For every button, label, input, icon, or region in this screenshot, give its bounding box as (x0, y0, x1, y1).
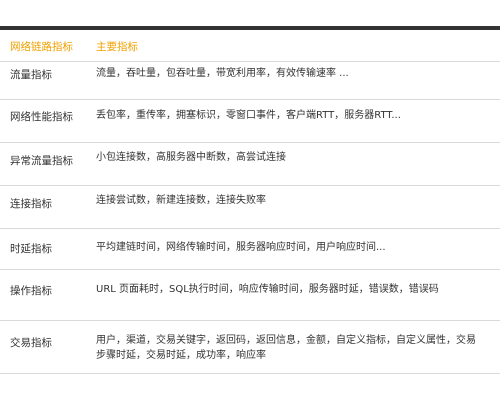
row-desc: 丢包率，重传率，拥塞标识，零窗口事件，客户端RTT，服务器RTT... (96, 108, 480, 123)
row-desc: 连接尝试数，新建连接数，连接失败率 (96, 193, 480, 208)
row-desc: URL 页面耗时，SQL执行时间，响应传输时间，服务器时延，错误数，错误码 (96, 282, 480, 297)
row-name: 网络性能指标 (10, 110, 90, 124)
row-name: 交易指标 (10, 336, 90, 350)
table-header-row: 网络链路指标 主要指标 (0, 30, 500, 62)
table-row: 操作指标 URL 页面耗时，SQL执行时间，响应传输时间，服务器时延，错误数，错… (0, 270, 500, 321)
row-name: 时延指标 (10, 242, 90, 256)
table-row: 连接指标 连接尝试数，新建连接数，连接失败率 (0, 186, 500, 229)
row-desc: 用户，渠道，交易关键字，返回码，返回信息，金额，自定义指标，自定义属性，交易步骤… (96, 333, 480, 363)
row-name: 操作指标 (10, 284, 90, 298)
row-name: 异常流量指标 (10, 154, 90, 168)
header-col-link-metrics: 网络链路指标 (10, 40, 90, 54)
table-row: 流量指标 流量，吞吐量，包吞吐量，带宽利用率，有效传输速率 ... (0, 62, 500, 100)
table-row: 异常流量指标 小包连接数，高服务器中断数，高尝试连接 (0, 143, 500, 186)
table-row: 时延指标 平均建链时间，网络传输时间，服务器响应时间，用户响应时间... (0, 229, 500, 270)
table-row: 交易指标 用户，渠道，交易关键字，返回码，返回信息，金额，自定义指标，自定义属性… (0, 321, 500, 374)
row-name: 连接指标 (10, 197, 90, 211)
metrics-table: 网络链路指标 主要指标 流量指标 流量，吞吐量，包吞吐量，带宽利用率，有效传输速… (0, 30, 500, 374)
table-row: 网络性能指标 丢包率，重传率，拥塞标识，零窗口事件，客户端RTT，服务器RTT.… (0, 100, 500, 143)
row-desc: 流量，吞吐量，包吞吐量，带宽利用率，有效传输速率 ... (96, 66, 480, 81)
row-desc: 小包连接数，高服务器中断数，高尝试连接 (96, 150, 480, 165)
header-col-main-metrics: 主要指标 (96, 40, 480, 54)
row-desc: 平均建链时间，网络传输时间，服务器响应时间，用户响应时间... (96, 240, 480, 255)
row-name: 流量指标 (10, 68, 90, 82)
